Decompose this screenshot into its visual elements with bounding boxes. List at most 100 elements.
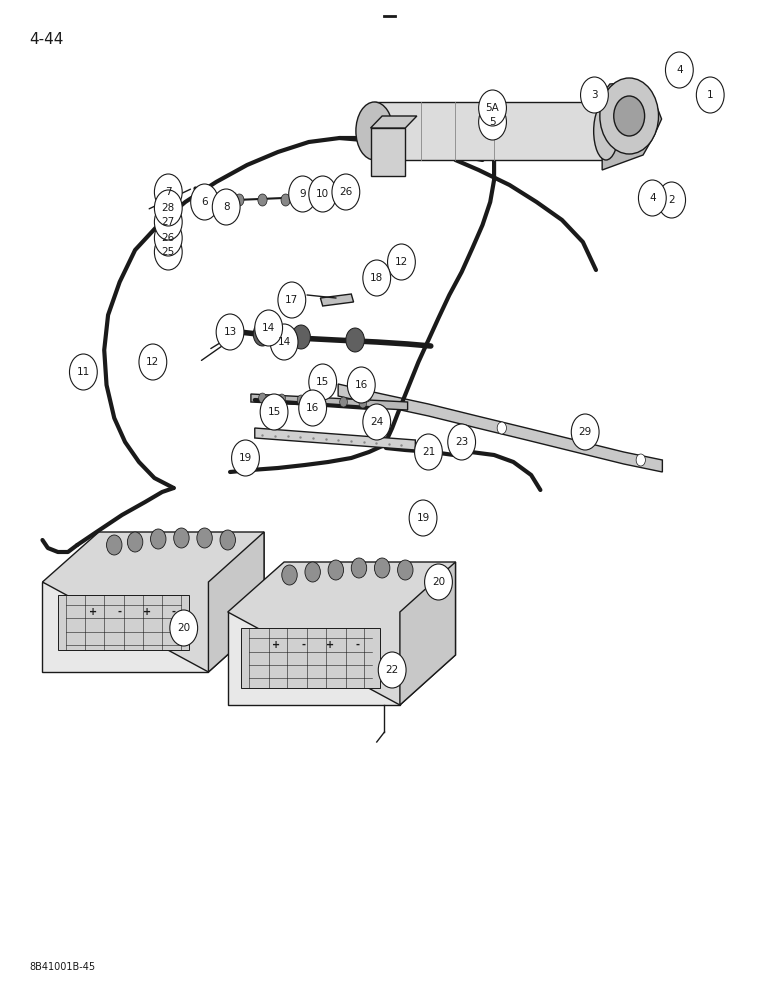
- Circle shape: [212, 189, 240, 225]
- Text: -: -: [171, 607, 176, 617]
- Polygon shape: [602, 82, 662, 170]
- Circle shape: [479, 104, 506, 140]
- Circle shape: [253, 322, 272, 346]
- Circle shape: [107, 535, 122, 555]
- Text: 7: 7: [165, 187, 171, 197]
- Text: +: +: [327, 640, 334, 650]
- Polygon shape: [400, 562, 455, 705]
- Circle shape: [164, 242, 179, 262]
- Circle shape: [305, 562, 320, 582]
- Circle shape: [255, 310, 283, 346]
- Circle shape: [347, 367, 375, 403]
- Text: 8: 8: [223, 202, 229, 212]
- Circle shape: [281, 194, 290, 206]
- Circle shape: [346, 328, 364, 352]
- Circle shape: [479, 90, 506, 126]
- Text: 14: 14: [262, 323, 276, 333]
- Circle shape: [151, 529, 166, 549]
- Circle shape: [278, 394, 286, 404]
- Circle shape: [232, 440, 259, 476]
- Circle shape: [378, 652, 406, 688]
- Text: 1: 1: [707, 90, 713, 100]
- Text: 26: 26: [161, 233, 175, 243]
- Circle shape: [448, 424, 476, 460]
- Circle shape: [197, 528, 212, 548]
- Circle shape: [328, 560, 344, 580]
- Circle shape: [297, 395, 305, 405]
- Circle shape: [636, 454, 645, 466]
- Text: 14: 14: [277, 337, 291, 347]
- Circle shape: [164, 200, 179, 220]
- Circle shape: [216, 314, 244, 350]
- Text: 22: 22: [385, 665, 399, 675]
- Circle shape: [154, 174, 182, 210]
- Circle shape: [259, 393, 266, 403]
- Polygon shape: [371, 128, 405, 176]
- Circle shape: [191, 184, 218, 220]
- Polygon shape: [371, 116, 417, 128]
- Text: 19: 19: [416, 513, 430, 523]
- Circle shape: [323, 190, 333, 202]
- Polygon shape: [228, 562, 455, 705]
- Polygon shape: [208, 532, 264, 672]
- Circle shape: [317, 396, 324, 406]
- Circle shape: [168, 221, 174, 229]
- Text: 18: 18: [370, 273, 384, 283]
- Text: 4: 4: [676, 65, 682, 75]
- Text: 6: 6: [201, 197, 208, 207]
- Circle shape: [638, 180, 666, 216]
- Text: 9: 9: [300, 189, 306, 199]
- Circle shape: [154, 204, 182, 240]
- Circle shape: [309, 176, 337, 212]
- Circle shape: [258, 194, 267, 206]
- Circle shape: [69, 354, 97, 390]
- Text: 16: 16: [306, 403, 320, 413]
- Text: 4: 4: [649, 193, 655, 203]
- Text: 26: 26: [339, 187, 353, 197]
- Text: -: -: [117, 607, 122, 617]
- Text: -: -: [301, 640, 306, 650]
- Circle shape: [363, 404, 391, 440]
- Circle shape: [363, 260, 391, 296]
- Circle shape: [289, 176, 317, 212]
- Circle shape: [127, 532, 143, 552]
- Circle shape: [299, 390, 327, 426]
- Text: +: +: [143, 607, 151, 617]
- Text: 24: 24: [370, 417, 384, 427]
- Text: -: -: [355, 640, 360, 650]
- Text: 12: 12: [146, 357, 160, 367]
- Text: 10: 10: [316, 189, 330, 199]
- Circle shape: [260, 394, 288, 430]
- Circle shape: [658, 182, 686, 218]
- Circle shape: [309, 364, 337, 400]
- Circle shape: [340, 397, 347, 407]
- Polygon shape: [374, 102, 606, 160]
- Text: 15: 15: [316, 377, 330, 387]
- Circle shape: [170, 610, 198, 646]
- Circle shape: [168, 248, 174, 256]
- Text: 12: 12: [394, 257, 408, 267]
- Polygon shape: [42, 582, 208, 672]
- Text: 20: 20: [177, 623, 191, 633]
- Text: 27: 27: [161, 217, 175, 227]
- Text: 19: 19: [239, 453, 252, 463]
- Circle shape: [154, 220, 182, 256]
- Polygon shape: [42, 532, 264, 672]
- Text: 23: 23: [455, 437, 469, 447]
- Text: 21: 21: [422, 447, 435, 457]
- Text: 11: 11: [76, 367, 90, 377]
- Circle shape: [220, 530, 235, 550]
- Text: 2: 2: [669, 195, 675, 205]
- Circle shape: [282, 565, 297, 585]
- Circle shape: [139, 344, 167, 380]
- Circle shape: [304, 192, 313, 204]
- Circle shape: [270, 324, 298, 360]
- Circle shape: [600, 78, 659, 154]
- Text: 3: 3: [591, 90, 598, 100]
- Polygon shape: [338, 384, 662, 472]
- Polygon shape: [320, 294, 354, 306]
- Polygon shape: [251, 394, 408, 410]
- Circle shape: [425, 564, 452, 600]
- Text: 25: 25: [161, 247, 175, 257]
- Circle shape: [497, 422, 506, 434]
